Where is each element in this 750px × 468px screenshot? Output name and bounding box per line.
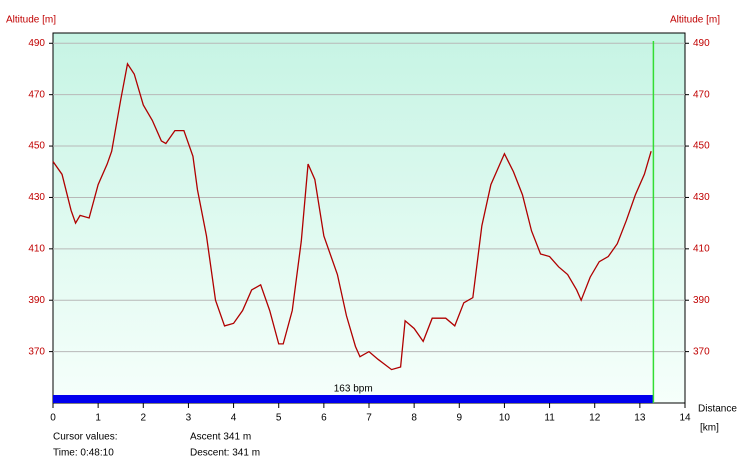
- hr-bar: [53, 395, 654, 403]
- footer-descent: Descent: 341 m: [190, 448, 260, 459]
- footer-time: Time: 0:48:10: [53, 448, 114, 459]
- x-tick-label: 10: [499, 413, 511, 424]
- footer-ascent: Ascent 341 m: [190, 432, 251, 443]
- y2-axis-label: Altitude [m]: [670, 15, 720, 26]
- x-tick-label: 2: [141, 413, 147, 424]
- x-tick-label: 0: [50, 413, 56, 424]
- x-tick-label: 4: [231, 413, 237, 424]
- x-tick-label: 12: [589, 413, 601, 424]
- x-axis-unit: [km]: [700, 423, 719, 434]
- x-tick-label: 9: [457, 413, 463, 424]
- y-tick-label: 370: [28, 346, 45, 357]
- y-tick-label: 390: [28, 295, 45, 306]
- x-tick-label: 6: [321, 413, 327, 424]
- hr-label: 163 bpm: [334, 384, 373, 395]
- y2-tick-label: 430: [693, 192, 710, 203]
- x-tick-label: 3: [186, 413, 192, 424]
- x-tick-label: 5: [276, 413, 282, 424]
- x-tick-label: 14: [679, 413, 691, 424]
- y2-tick-label: 390: [693, 295, 710, 306]
- y-tick-label: 410: [28, 243, 45, 254]
- footer-title: Cursor values:: [53, 432, 117, 443]
- x-axis-label: Distance: [698, 404, 737, 415]
- y-axis-label: Altitude [m]: [6, 15, 56, 26]
- y2-tick-label: 410: [693, 243, 710, 254]
- x-tick-label: 11: [544, 413, 555, 424]
- x-tick-label: 7: [366, 413, 372, 424]
- y-tick-label: 470: [28, 89, 45, 100]
- x-tick-label: 13: [634, 413, 646, 424]
- x-tick-label: 1: [95, 413, 101, 424]
- y2-tick-label: 490: [693, 38, 710, 49]
- y2-tick-label: 450: [693, 141, 710, 152]
- x-tick-label: 8: [411, 413, 417, 424]
- y2-tick-label: 470: [693, 89, 710, 100]
- y-tick-label: 450: [28, 141, 45, 152]
- plot-area: [52, 32, 686, 404]
- y2-tick-label: 370: [693, 346, 710, 357]
- altitude-line: [52, 62, 652, 371]
- y-tick-label: 430: [28, 192, 45, 203]
- y-tick-label: 490: [28, 38, 45, 49]
